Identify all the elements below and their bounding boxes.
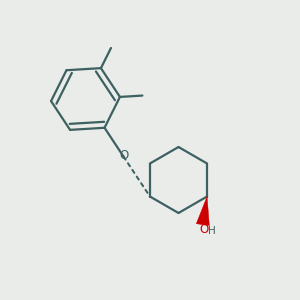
Text: H: H bbox=[208, 226, 216, 236]
Polygon shape bbox=[196, 196, 209, 226]
Text: O: O bbox=[119, 148, 128, 162]
Text: O: O bbox=[200, 223, 209, 236]
